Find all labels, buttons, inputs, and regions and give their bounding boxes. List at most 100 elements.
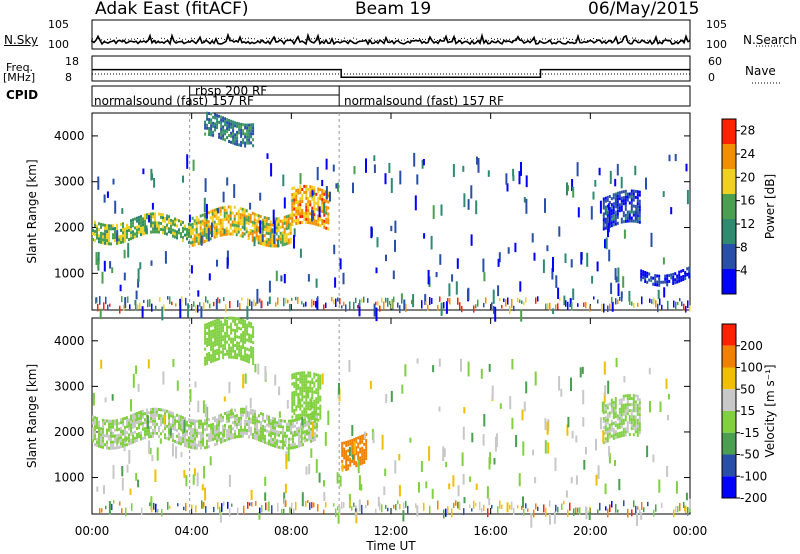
power-pixel [237, 221, 240, 225]
velocity-pixel [180, 418, 182, 422]
velocity-pixel [359, 462, 362, 466]
velocity-pixel [234, 408, 236, 412]
power-pixel [158, 224, 160, 228]
velocity-pixel [224, 343, 227, 347]
velocity-pixel [94, 431, 96, 435]
power-pixel [112, 233, 114, 237]
velocity-pixel [136, 436, 138, 439]
power-pixel [228, 140, 231, 143]
scatter-pixel [104, 397, 107, 403]
power-pixel [636, 202, 639, 206]
power-pixel [106, 242, 108, 246]
near-range-pixel [291, 502, 293, 509]
power-pixel [297, 206, 300, 210]
power-pixel [620, 202, 623, 206]
velocity-pixel [238, 320, 241, 324]
velocity-pixel [262, 424, 264, 428]
power-pixel [250, 135, 253, 139]
power-pixel [257, 217, 260, 221]
power-pixel [104, 232, 106, 236]
near-range-pixel [229, 508, 231, 517]
near-range-pixel [243, 505, 245, 515]
velocity-pixel [196, 434, 198, 438]
power-pixel [293, 192, 296, 196]
velocity-pixel [295, 390, 298, 394]
velocity-pixel [634, 394, 637, 398]
power-pixel [162, 213, 164, 217]
power-pixel [325, 217, 328, 221]
near-range-pixel [219, 506, 221, 515]
power-pixel [257, 220, 260, 224]
velocity-pixel [210, 345, 213, 349]
velocity-pixel [220, 350, 223, 354]
velocity-pixel [220, 431, 222, 435]
scatter-pixel [141, 306, 144, 318]
velocity-pixel [634, 418, 637, 422]
velocity-pixel [128, 427, 130, 431]
power-pixel [120, 222, 122, 226]
velocity-pixel [345, 441, 348, 444]
near-range-pixel [473, 500, 475, 509]
power-pixel [170, 224, 172, 228]
near-range-pixel [511, 501, 513, 510]
power-pixel [606, 213, 609, 217]
velocity-pixel [140, 413, 142, 417]
power-pixel [265, 231, 268, 235]
velocity-pixel [216, 333, 219, 337]
power-pixel [287, 214, 290, 218]
velocity-pixel [212, 434, 214, 438]
power-pixel [656, 283, 659, 287]
power-pixel [311, 188, 314, 192]
scatter-pixel [633, 419, 636, 426]
power-pixel [612, 223, 615, 227]
near-range-pixel [637, 506, 639, 510]
power-pixel [195, 239, 198, 243]
velocity-pixel [100, 439, 102, 443]
velocity-pixel [622, 406, 625, 410]
near-range-pixel [191, 304, 193, 309]
velocity-pixel [280, 425, 282, 429]
near-range-pixel [481, 508, 483, 513]
velocity-pixel [250, 426, 252, 430]
power-pixel [229, 232, 232, 236]
scatter-pixel [245, 405, 248, 420]
power-pixel [291, 205, 294, 209]
scatter-pixel [424, 294, 427, 305]
power-pixel [616, 203, 619, 207]
near-range-pixel [485, 297, 487, 304]
velocity-pixel [236, 323, 239, 327]
velocity-pixel [162, 408, 164, 412]
scatter-pixel [572, 186, 575, 198]
velocity-pixel [240, 419, 242, 423]
scatter-pixel [403, 299, 406, 310]
scatter-pixel [365, 158, 367, 173]
velocity-pixel [250, 355, 253, 359]
scatter-pixel [618, 478, 621, 491]
velocity-pixel [220, 416, 222, 420]
power-pixel [612, 211, 615, 215]
near-range-pixel [231, 503, 233, 507]
power-pixel [281, 219, 284, 223]
velocity-pixel [252, 335, 255, 339]
scatter-pixel [244, 373, 247, 384]
power-pixel [299, 221, 302, 225]
power-pixel [199, 220, 202, 224]
velocity-pixel [210, 342, 213, 346]
velocity-pixel [624, 409, 627, 413]
velocity-pixel [620, 434, 623, 438]
velocity-pixel [186, 441, 188, 445]
power-pixel [666, 274, 669, 278]
velocity-pixel [200, 443, 202, 447]
velocity-pixel [634, 427, 637, 431]
velocity-pixel [250, 429, 252, 433]
power-pixel [255, 231, 258, 235]
velocity-pixel [134, 412, 136, 416]
near-range-pixel [183, 506, 185, 511]
scatter-pixel [129, 488, 132, 495]
velocity-pixel [349, 439, 352, 443]
velocity-pixel [280, 440, 282, 444]
velocity-pixel [604, 440, 607, 444]
velocity-pixel [160, 414, 162, 418]
power-pixel [220, 136, 223, 140]
near-range-pixel [111, 503, 113, 511]
